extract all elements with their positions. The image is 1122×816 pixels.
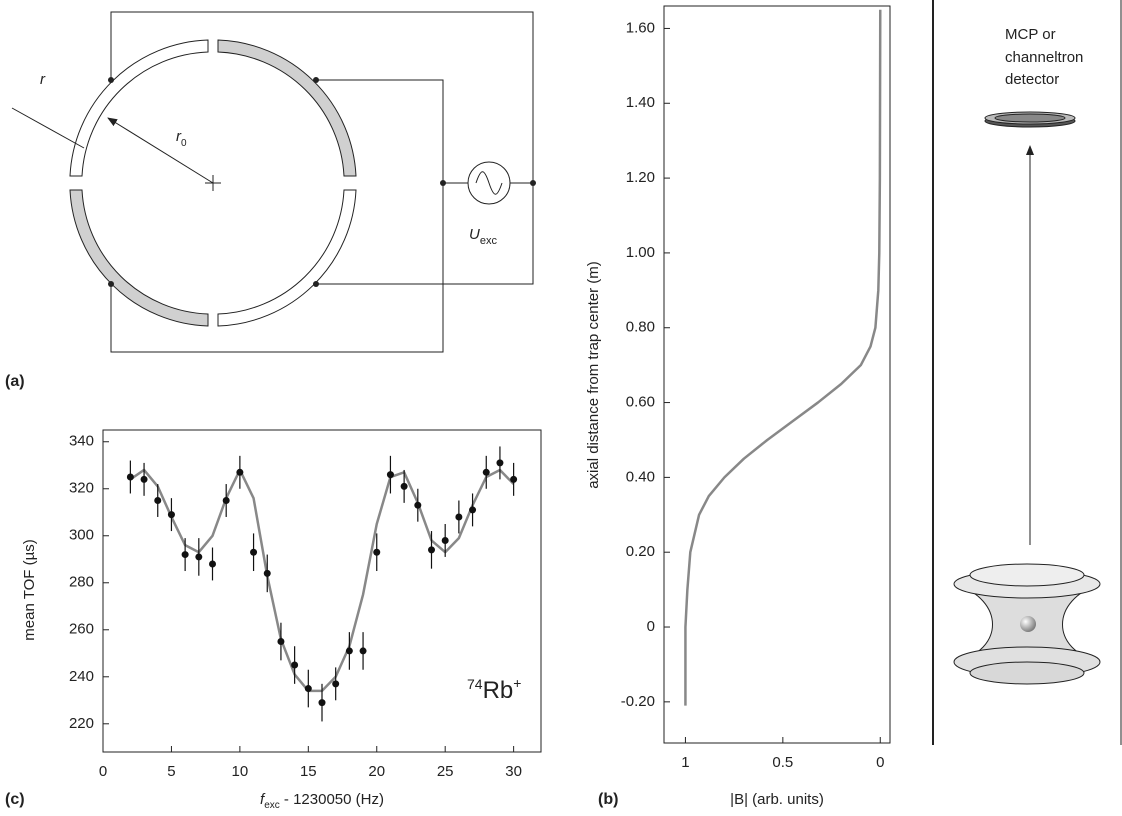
data-point [373, 548, 381, 556]
y-tick-label: 340 [69, 433, 94, 450]
electrode [217, 39, 357, 177]
x-tick-label: 20 [368, 763, 385, 780]
data-point [359, 647, 367, 655]
r-label: r [40, 71, 46, 88]
x-tick-label: 25 [437, 763, 454, 780]
data-point [455, 513, 463, 521]
y-tick-label: 0.60 [626, 394, 655, 411]
data-point [318, 699, 326, 707]
radius-arrow [107, 117, 214, 184]
detector-disc [994, 113, 1066, 123]
detector-setup: MCP or channeltron detector [932, 0, 1122, 745]
data-point [291, 661, 299, 669]
x-tick-label: 0 [876, 754, 884, 771]
data-point [304, 685, 312, 693]
data-point [332, 680, 340, 688]
data-point [236, 468, 244, 476]
y-tick-label: 260 [69, 621, 94, 638]
annotation: 74Rb+ [467, 675, 521, 705]
wires [110, 11, 534, 353]
data-point [195, 553, 203, 561]
u-label: Uexc [469, 226, 497, 247]
plot-frame [663, 5, 891, 744]
data-point [496, 459, 504, 467]
x-axis-label: |B| (arb. units) [730, 791, 824, 808]
data-point [250, 548, 258, 556]
x-tick-label: 0 [99, 763, 107, 780]
detector-label: channeltron [1005, 49, 1083, 66]
data-point [167, 511, 175, 519]
y-tick-label: 0.80 [626, 319, 655, 336]
data-point [222, 497, 230, 505]
detector-label: detector [1005, 71, 1059, 88]
x-tick-label: 1 [681, 754, 689, 771]
y-tick-label: 0.20 [626, 543, 655, 560]
y-tick-label: 1.00 [626, 244, 655, 261]
x-tick-label: 30 [505, 763, 522, 780]
data-point [414, 501, 422, 509]
y-tick-label: 300 [69, 527, 94, 544]
x-tick-label: 10 [232, 763, 249, 780]
electrode [69, 189, 209, 327]
data-point [428, 546, 435, 554]
y-tick-label: 1.40 [626, 94, 655, 111]
y-axis-label: mean TOF (µs) [21, 539, 38, 640]
data-point [277, 638, 285, 646]
data-point [510, 475, 518, 483]
electrode-diagram: r r0 Uexc (a) [5, 11, 536, 390]
x-tick-label: 0.5 [772, 754, 793, 771]
field-curve [684, 9, 882, 706]
trap-cap [969, 563, 1085, 587]
panel-label: (a) [5, 373, 25, 390]
y-tick-label: 1.60 [626, 19, 655, 36]
y-axis-label: axial distance from trap center (m) [585, 261, 602, 489]
y-tick-label: 0 [647, 618, 655, 635]
radius-line [11, 107, 85, 149]
ion [1020, 616, 1036, 632]
data-point [441, 536, 449, 544]
junctions [108, 77, 536, 287]
data-point [400, 482, 408, 490]
center-cross [205, 175, 221, 191]
y-tick-label: -0.20 [621, 693, 655, 710]
data-point [140, 475, 148, 483]
data-point [181, 551, 189, 559]
electrode [69, 39, 209, 177]
electrode [217, 189, 357, 327]
y-tick-label: 320 [69, 480, 94, 497]
y-tick-label: 280 [69, 574, 94, 591]
panel-label: (b) [598, 791, 618, 808]
data-point [482, 468, 490, 476]
sine-symbol [475, 171, 503, 195]
x-tick-label: 5 [167, 763, 175, 780]
data-point [469, 506, 477, 514]
y-tick-label: 240 [69, 668, 94, 685]
data-point [386, 471, 394, 479]
y-tick-label: 220 [69, 715, 94, 732]
data-point [126, 473, 134, 481]
y-tick-label: 0.40 [626, 468, 655, 485]
y-tick-label: 1.20 [626, 169, 655, 186]
x-axis-label: fexc - 1230050 (Hz) [260, 791, 384, 811]
data-point [345, 647, 353, 655]
panel-label: (c) [5, 791, 25, 808]
data-point [209, 560, 216, 568]
data-point [263, 569, 271, 577]
x-tick-label: 15 [300, 763, 317, 780]
trap-cap [969, 661, 1085, 685]
detector-label: MCP or [1005, 26, 1056, 43]
data-point [154, 497, 162, 505]
r0-label: r0 [176, 128, 187, 149]
fit-curve [129, 468, 515, 693]
plot-frame [102, 429, 542, 753]
